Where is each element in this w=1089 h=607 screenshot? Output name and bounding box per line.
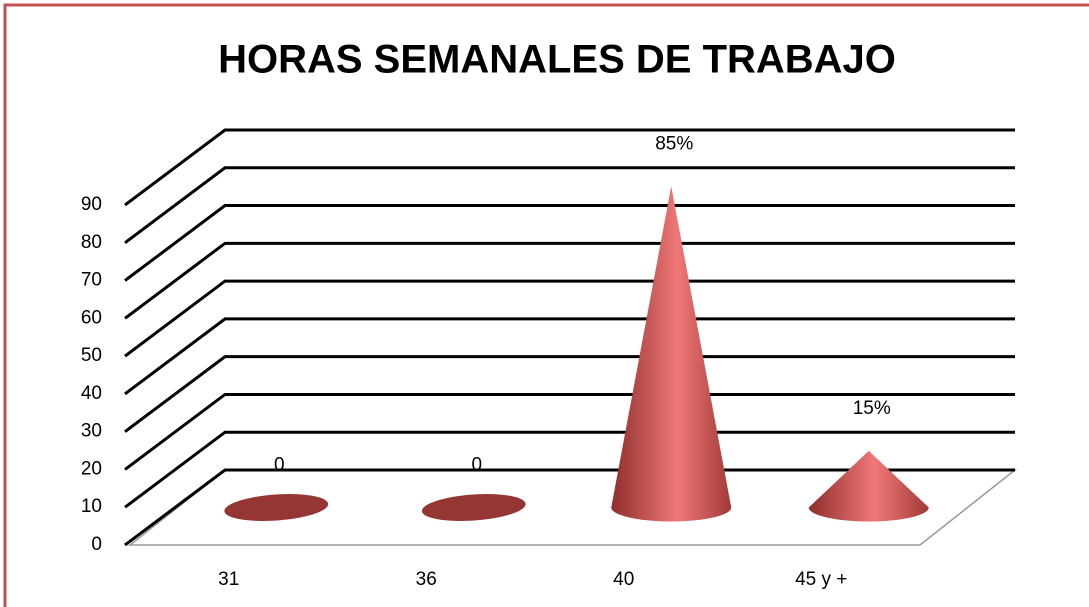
y-tick-label: 10 [81,496,102,517]
grid-line [124,241,1015,320]
x-tick-label: 31 [218,569,239,590]
grid-line [124,128,1015,207]
frame [3,3,1089,607]
grid-line [124,279,1015,358]
x-tick-label: 36 [416,569,437,590]
value-label: 15% [853,398,891,419]
y-tick-label: 70 [81,270,102,291]
y-tick-label: 40 [81,383,102,404]
value-label: 0 [471,455,482,476]
y-tick-label: 0 [91,534,102,555]
grid-line [124,317,1015,396]
cone [421,494,526,521]
cone [224,494,329,521]
cone [808,450,929,522]
grid-line [124,166,1015,244]
value-label: 0 [274,455,285,476]
chart-title: HORAS SEMANALES DE TRABAJO [218,38,896,82]
y-tick-label: 20 [81,458,102,479]
y-tick-label: 50 [81,345,102,366]
y-tick-label: 80 [81,232,102,253]
grid-line [124,468,1015,547]
grid-line [124,355,1015,433]
x-tick-label: 45 y + [795,569,847,590]
grid-line [124,204,1015,282]
y-tick-label: 90 [81,194,102,215]
x-tick-label: 40 [613,569,634,590]
y-tick-label: 60 [81,307,102,328]
cone [611,186,732,522]
value-label: 85% [655,133,693,154]
grid-line [124,392,1015,471]
grid-line [124,430,1015,509]
y-tick-label: 30 [81,421,102,442]
